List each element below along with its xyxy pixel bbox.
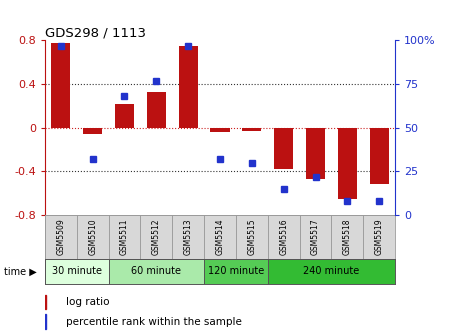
Text: GSM5515: GSM5515	[247, 218, 256, 255]
Bar	[45, 259, 109, 284]
Bar	[141, 215, 172, 259]
Text: time ▶: time ▶	[4, 266, 37, 276]
Text: GSM5509: GSM5509	[56, 218, 65, 255]
Bar	[268, 215, 299, 259]
Bar	[83, 128, 102, 134]
Bar	[45, 314, 46, 329]
Bar	[268, 259, 395, 284]
Bar	[147, 92, 166, 128]
Text: GSM5517: GSM5517	[311, 218, 320, 255]
Bar	[179, 46, 198, 128]
Bar	[370, 128, 389, 184]
Text: 120 minute: 120 minute	[208, 266, 264, 276]
Bar	[211, 128, 229, 132]
Bar	[274, 128, 293, 169]
Bar	[204, 215, 236, 259]
Bar	[109, 215, 141, 259]
Bar	[242, 128, 261, 131]
Bar	[204, 259, 268, 284]
Text: GSM5511: GSM5511	[120, 219, 129, 255]
Bar	[115, 104, 134, 128]
Bar	[172, 215, 204, 259]
Bar	[363, 215, 395, 259]
Bar	[306, 128, 325, 179]
Text: percentile rank within the sample: percentile rank within the sample	[66, 317, 242, 327]
Text: 30 minute: 30 minute	[52, 266, 102, 276]
Bar	[45, 295, 46, 309]
Bar	[338, 128, 357, 199]
Text: GSM5518: GSM5518	[343, 219, 352, 255]
Text: GSM5519: GSM5519	[375, 218, 384, 255]
Bar	[51, 43, 70, 128]
Text: GSM5512: GSM5512	[152, 219, 161, 255]
Bar	[299, 215, 331, 259]
Bar	[45, 215, 77, 259]
Text: GDS298 / 1113: GDS298 / 1113	[45, 26, 146, 39]
Bar	[109, 259, 204, 284]
Text: GSM5514: GSM5514	[216, 218, 224, 255]
Text: log ratio: log ratio	[66, 297, 110, 307]
Text: 240 minute: 240 minute	[304, 266, 360, 276]
Bar	[77, 215, 109, 259]
Bar	[331, 215, 363, 259]
Bar	[236, 215, 268, 259]
Text: GSM5513: GSM5513	[184, 218, 193, 255]
Text: GSM5516: GSM5516	[279, 218, 288, 255]
Text: GSM5510: GSM5510	[88, 218, 97, 255]
Text: 60 minute: 60 minute	[132, 266, 181, 276]
